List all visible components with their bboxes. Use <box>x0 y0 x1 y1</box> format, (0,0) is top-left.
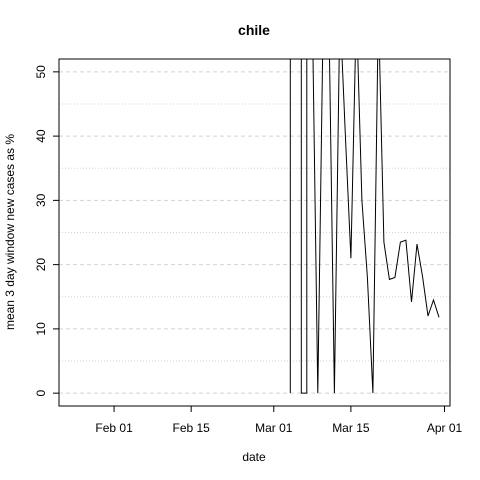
y-axis: 0 10 20 30 40 50 <box>34 65 59 396</box>
x-axis: Feb 01 Feb 15 Mar 01 Mar 15 Apr 01 <box>95 405 463 435</box>
y-axis-label: mean 3 day window new cases as % <box>3 134 17 330</box>
series-line <box>289 59 440 394</box>
y-tick-label: 20 <box>34 258 48 272</box>
x-tick-label: Feb 01 <box>95 421 133 435</box>
chart-title: chile <box>238 22 270 38</box>
grid <box>59 71 450 394</box>
series-group <box>289 59 440 394</box>
y-tick-label: 0 <box>34 389 48 396</box>
y-tick-label: 40 <box>34 129 48 143</box>
y-tick-label: 30 <box>34 193 48 207</box>
x-axis-label: date <box>242 450 266 464</box>
y-tick-label: 50 <box>34 65 48 79</box>
x-tick-label: Feb 15 <box>172 421 210 435</box>
y-tick-label: 10 <box>34 322 48 336</box>
x-tick-label: Apr 01 <box>427 421 463 435</box>
x-tick-label: Mar 01 <box>255 421 293 435</box>
x-tick-label: Mar 15 <box>332 421 370 435</box>
